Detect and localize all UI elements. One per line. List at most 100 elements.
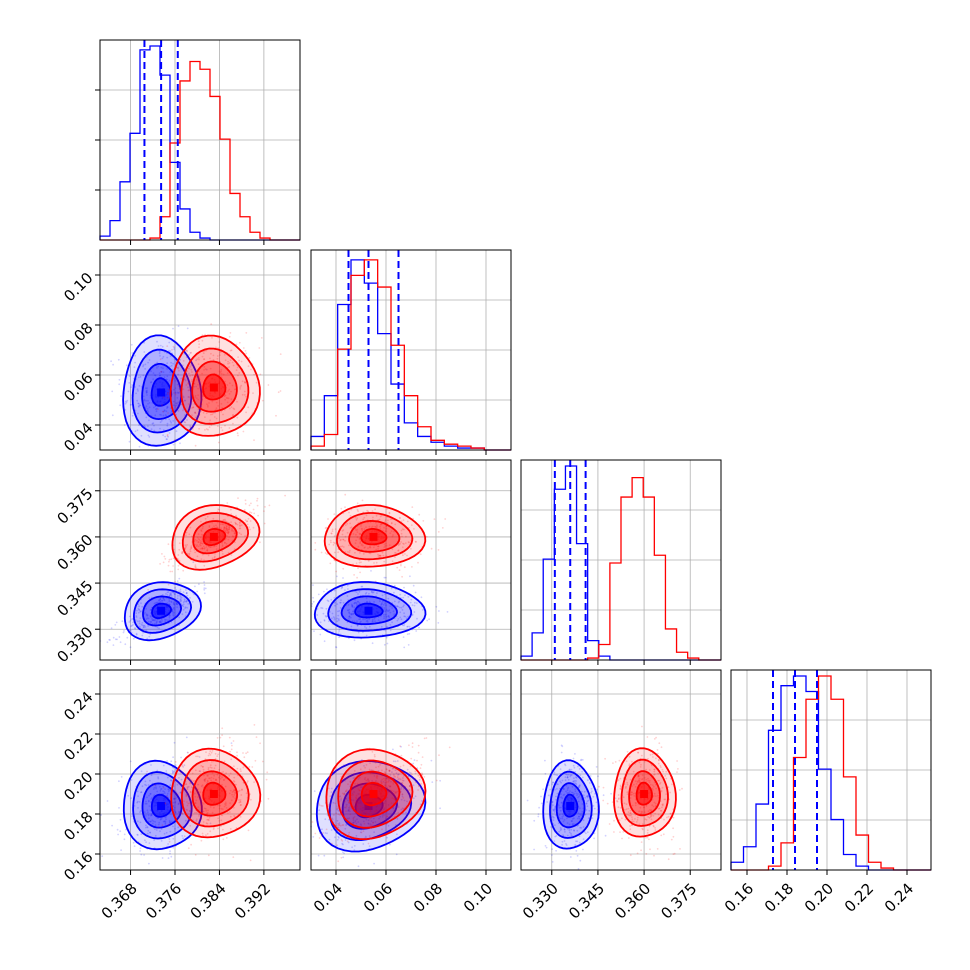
scatter-point — [595, 766, 598, 768]
scatter-point — [227, 362, 229, 365]
scatter-point — [257, 514, 259, 517]
scatter-point — [235, 369, 238, 371]
scatter-point — [155, 621, 158, 623]
panel-0-0 — [100, 40, 300, 240]
scatter-point — [340, 856, 343, 859]
scatter-point — [190, 426, 192, 429]
scatter-point — [189, 597, 191, 599]
scatter-point — [227, 397, 230, 400]
scatter-point — [179, 442, 181, 445]
scatter-point — [124, 402, 127, 405]
scatter-point — [135, 392, 138, 395]
scatter-point — [195, 375, 198, 378]
scatter-point — [197, 545, 200, 548]
peak-2-0-series-1 — [209, 532, 218, 541]
scatter-point — [252, 392, 254, 394]
scatter-point — [150, 428, 153, 430]
scatter-point — [415, 630, 418, 632]
xtick-label-3-3: 0.22 — [841, 880, 877, 916]
scatter-point — [162, 410, 165, 413]
scatter-point — [228, 366, 231, 368]
scatter-point — [176, 580, 179, 582]
scatter-point — [430, 759, 433, 762]
scatter-point — [575, 850, 578, 852]
scatter-point — [232, 414, 235, 417]
scatter-point — [173, 346, 176, 349]
scatter-point — [187, 389, 190, 392]
scatter-point — [198, 358, 200, 361]
scatter-point — [192, 406, 195, 409]
scatter-point — [180, 596, 183, 599]
scatter-point — [544, 759, 546, 762]
scatter-point — [174, 587, 177, 589]
scatter-point — [227, 390, 230, 392]
scatter-point — [219, 354, 221, 356]
scatter-point — [187, 383, 190, 385]
scatter-point — [238, 341, 241, 344]
scatter-point — [196, 379, 198, 381]
scatter-point — [172, 404, 175, 407]
scatter-point — [222, 838, 225, 841]
scatter-point — [676, 760, 678, 762]
scatter-point — [267, 384, 270, 386]
scatter-point — [217, 347, 220, 349]
scatter-point — [226, 397, 229, 399]
scatter-point — [232, 414, 234, 416]
scatter-point — [179, 598, 182, 601]
scatter-point — [243, 390, 246, 393]
scatter-point — [191, 371, 193, 373]
scatter-point — [435, 779, 438, 782]
hist-3-series-1 — [731, 675, 931, 871]
ytick-label-2-2: 0.360 — [53, 531, 96, 574]
scatter-point — [314, 832, 317, 835]
scatter-point — [250, 368, 252, 371]
scatter-point — [157, 599, 160, 602]
scatter-point — [182, 360, 185, 362]
scatter-point — [142, 365, 144, 368]
scatter-point — [159, 355, 161, 357]
scatter-point — [437, 549, 440, 551]
scatter-point — [197, 363, 200, 365]
scatter-point — [172, 607, 175, 610]
scatter-point — [176, 366, 178, 369]
scatter-point — [138, 402, 140, 405]
scatter-point — [232, 422, 234, 425]
scatter-point — [186, 594, 189, 597]
scatter-point — [206, 548, 209, 550]
scatter-point — [184, 607, 187, 609]
scatter-point — [255, 736, 258, 738]
scatter-point — [385, 636, 388, 639]
scatter-point — [223, 526, 226, 529]
scatter-point — [147, 620, 150, 623]
scatter-point — [145, 629, 148, 632]
scatter-point — [439, 807, 441, 810]
scatter-point — [169, 350, 172, 353]
scatter-point — [108, 638, 111, 641]
scatter-point — [613, 819, 615, 822]
scatter-point — [245, 411, 248, 414]
peak-1-0-series-1 — [209, 383, 218, 392]
scatter-point — [209, 357, 211, 360]
scatter-point — [190, 843, 193, 846]
scatter-point — [222, 373, 225, 376]
scatter-point — [260, 337, 263, 339]
scatter-point — [192, 561, 195, 564]
scatter-point — [237, 356, 240, 358]
scatter-point — [324, 552, 327, 554]
scatter-point — [139, 376, 142, 378]
scatter-point — [168, 432, 171, 434]
scatter-point — [177, 385, 180, 388]
scatter-point — [179, 594, 182, 597]
scatter-point — [314, 542, 317, 544]
scatter-point — [131, 352, 134, 354]
scatter-point — [670, 838, 673, 841]
scatter-point — [640, 841, 643, 843]
scatter-point — [172, 345, 175, 348]
scatter-point — [221, 544, 224, 546]
scatter-point — [412, 584, 415, 587]
scatter-point — [597, 809, 600, 811]
scatter-point — [147, 425, 149, 427]
scatter-point — [152, 619, 155, 622]
scatter-point — [421, 756, 424, 758]
scatter-point — [596, 788, 598, 791]
